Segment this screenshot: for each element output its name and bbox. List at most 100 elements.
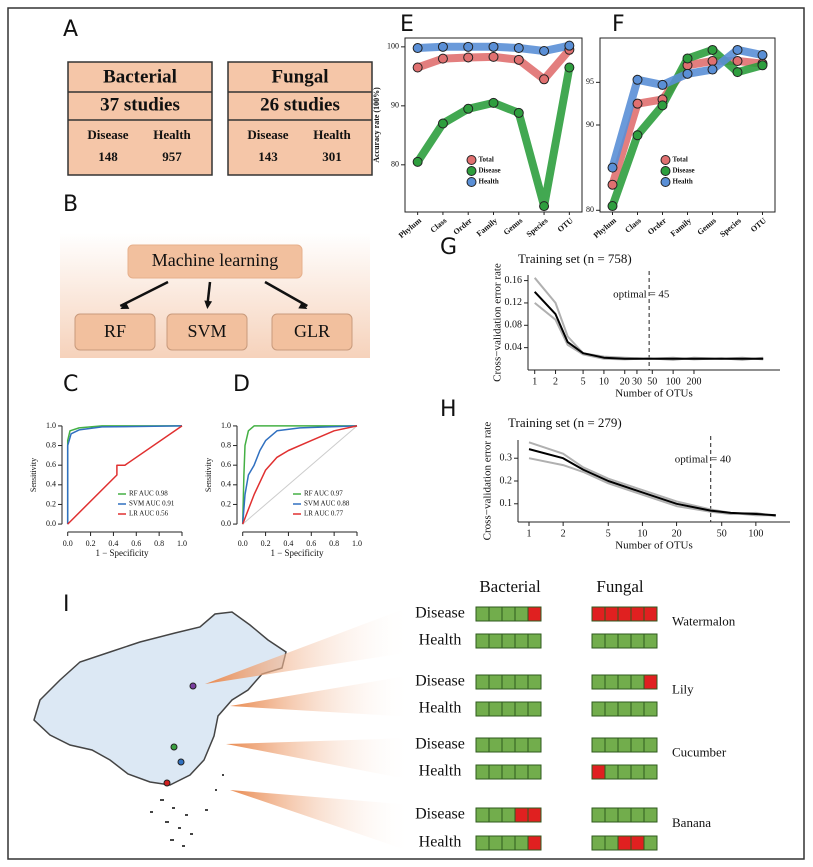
column-header: Bacterial [479,577,541,596]
point [488,41,499,52]
legend-key [660,166,671,176]
status-cell [617,737,632,753]
status-cell [514,633,529,649]
status-cell [501,737,516,753]
map-china [33,611,287,786]
chart-title: Training set (n = 758) [518,251,632,266]
status-cell [475,701,490,717]
point [564,62,575,73]
status-cell [488,764,503,780]
x-tick-label: 20 [672,528,682,539]
x-tick-label: 0.6 [131,539,141,548]
y-tick-label: 0.12 [505,297,523,308]
legend-label: Disease [479,167,501,175]
status-cell [617,807,632,823]
point [437,41,448,52]
beam [230,790,412,852]
chart-title: Training set (n = 279) [508,415,622,430]
status-cell [501,764,516,780]
status-cell [630,807,645,823]
y-tick-label: 0.0 [46,519,56,528]
status-cell [591,737,606,753]
arrow-head [204,300,213,309]
y-tick-label: 0.3 [500,453,513,464]
x-tick-label: 2 [561,528,566,539]
legend-label: RF AUC 0.98 [129,490,168,498]
status-cell [617,633,632,649]
status-cell [527,633,542,649]
x-axis-label: 1 − Specificity [270,548,324,558]
point [732,67,743,78]
y-tick-label: 0.2 [46,499,56,508]
status-cell [475,737,490,753]
y-tick-label: 0.6 [46,460,56,469]
x-tick-label: 30 [632,376,642,387]
status-cell [643,764,658,780]
series-line [242,425,358,525]
status-cell [488,807,503,823]
legend-label: LR AUC 0.77 [304,510,344,518]
status-cell [488,633,503,649]
legend-key [466,155,477,165]
study-count: 26 studies [260,94,340,115]
row-label: Health [419,834,462,851]
status-cell [514,674,529,690]
site-dot [189,682,197,690]
series-line [67,425,183,525]
ml-root: Machine learning [152,250,278,270]
y-tick-label: 100 [387,42,399,51]
study-box [227,61,373,176]
legend-label: SVM AUC 0.91 [129,500,175,508]
status-cell [514,606,529,622]
legend-label: Health [479,178,499,186]
point [437,53,448,64]
y-tick-label: 0.16 [505,275,523,286]
status-cell [475,674,490,690]
status-cell [475,633,490,649]
status-cell [604,606,619,622]
status-cell [591,835,606,851]
annotation: optimal = 40 [675,454,732,466]
status-cell [591,633,606,649]
status-cell [501,835,516,851]
panel-label: H [440,397,457,422]
beam [226,738,412,780]
point [437,118,448,129]
point [732,44,743,55]
arrow-head [120,301,130,309]
legend-label: RF AUC 0.97 [304,490,343,498]
status-cell [527,674,542,690]
point [488,51,499,62]
status-cell [488,606,503,622]
status-cell [604,807,619,823]
y-tick-label: 90 [391,101,399,110]
y-tick-label: 0.0 [221,519,231,528]
study-title: Bacterial [103,66,177,87]
status-cell [604,633,619,649]
status-cell [617,835,632,851]
status-cell [617,764,632,780]
point [632,98,643,109]
col-label: Disease [87,127,128,142]
study-box [67,61,213,176]
x-tick-label: 100 [748,528,763,539]
point [539,74,550,85]
row-label: Health [419,700,462,717]
x-tick-label: 50 [647,376,657,387]
row-label: Health [419,632,462,649]
x-tick-label: 1 [532,376,537,387]
y-axis-label: Sensitivity [204,458,213,492]
crop-label: Watermalon [672,613,736,628]
col-label: Disease [247,127,288,142]
point [463,41,474,52]
status-cell [501,807,516,823]
y-tick-label: 1.0 [46,421,56,430]
x-tick-label: 0.4 [108,539,118,548]
y-tick-label: 0.4 [221,480,231,489]
status-cell [591,606,606,622]
status-cell [643,807,658,823]
series-line [528,448,776,517]
y-axis-label: Cross−validation error rate [482,422,494,541]
x-tick-label: 0.0 [63,539,73,548]
x-axis-label: 1 − Specificity [95,548,149,558]
